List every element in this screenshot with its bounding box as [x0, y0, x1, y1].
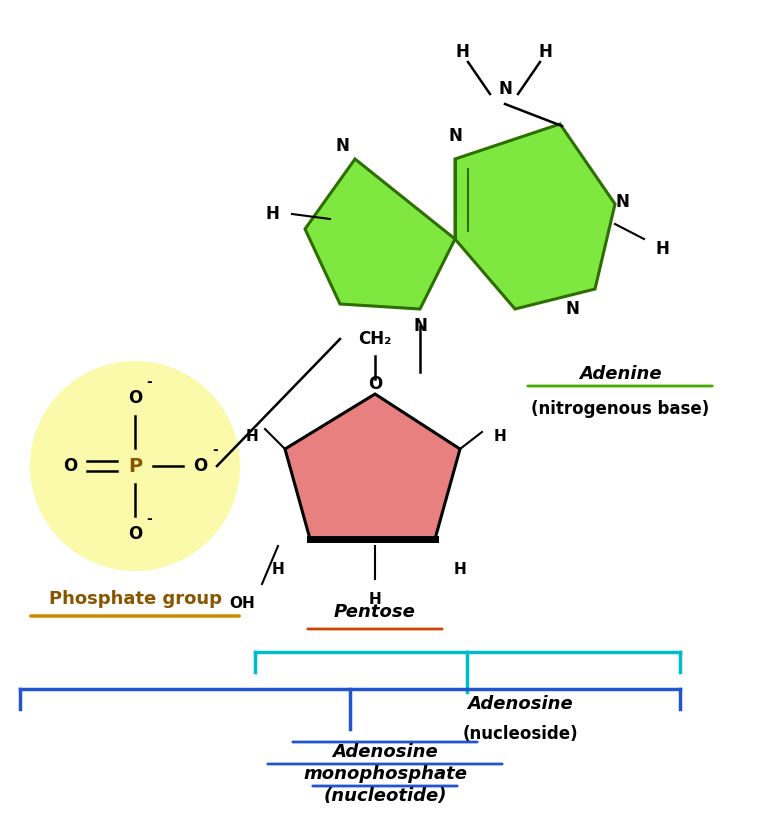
Circle shape — [30, 361, 240, 571]
Text: (nucleotide): (nucleotide) — [323, 787, 447, 805]
Text: -: - — [212, 443, 218, 457]
Polygon shape — [285, 394, 460, 539]
Text: H: H — [455, 43, 469, 61]
Text: (nucleoside): (nucleoside) — [462, 725, 578, 743]
Text: N: N — [413, 317, 427, 335]
Text: N: N — [335, 137, 349, 155]
Text: CH₂: CH₂ — [359, 330, 392, 348]
Text: H: H — [494, 428, 506, 444]
Text: (nitrogenous base): (nitrogenous base) — [531, 400, 709, 418]
Text: N: N — [448, 127, 462, 145]
Polygon shape — [455, 124, 615, 309]
Text: O: O — [128, 389, 142, 407]
Text: -: - — [146, 512, 152, 526]
Text: H: H — [272, 562, 284, 576]
Text: Adenine: Adenine — [578, 365, 661, 383]
Text: H: H — [265, 205, 279, 223]
Text: N: N — [498, 80, 512, 98]
Text: P: P — [128, 457, 142, 475]
Text: H: H — [246, 428, 258, 444]
Text: O: O — [63, 457, 77, 475]
Polygon shape — [305, 159, 455, 309]
Text: N: N — [565, 300, 579, 318]
Text: H: H — [655, 240, 669, 258]
Text: Pentose: Pentose — [334, 603, 416, 621]
Text: H: H — [454, 562, 466, 576]
Text: H: H — [369, 592, 382, 606]
Text: N: N — [615, 193, 629, 211]
Text: Phosphate group: Phosphate group — [48, 590, 221, 608]
Text: O: O — [128, 525, 142, 543]
Text: H: H — [538, 43, 552, 61]
Text: Adenosine: Adenosine — [332, 743, 438, 761]
Text: monophosphate: monophosphate — [303, 765, 467, 783]
Text: -: - — [146, 375, 152, 389]
Text: OH: OH — [229, 597, 255, 611]
Text: Adenosine: Adenosine — [467, 695, 573, 713]
Text: O: O — [368, 375, 382, 393]
Text: O: O — [193, 457, 207, 475]
